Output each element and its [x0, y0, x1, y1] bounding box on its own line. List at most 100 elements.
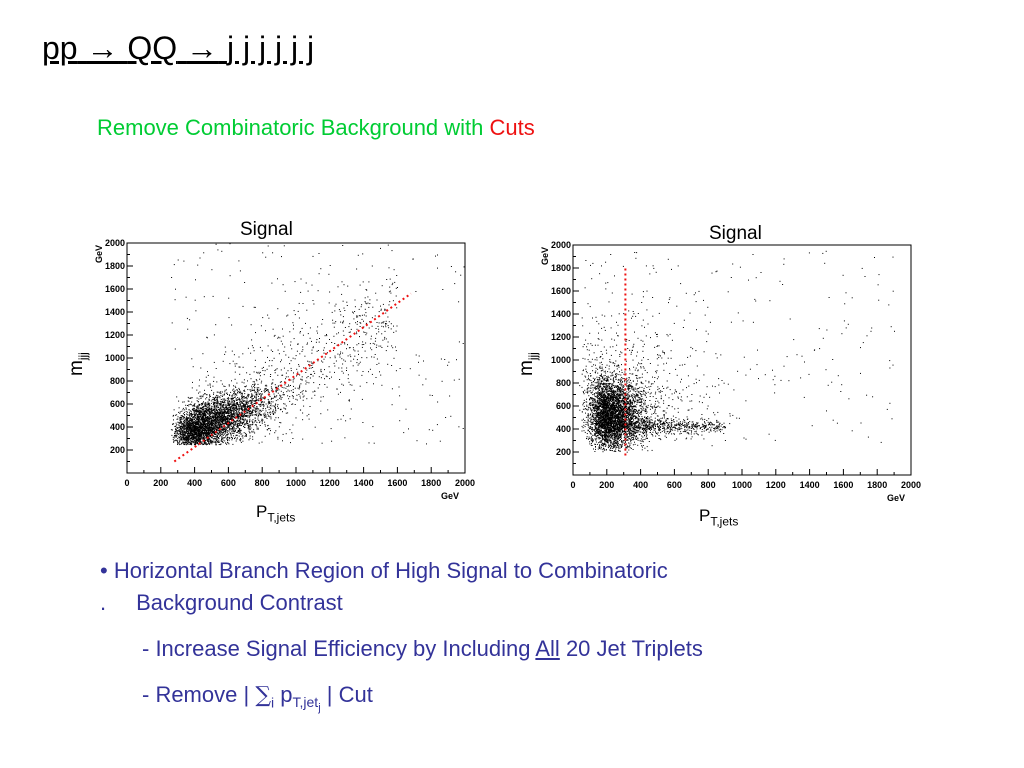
scatter-point	[375, 346, 377, 348]
scatter-point	[260, 409, 262, 411]
scatter-point	[201, 411, 203, 413]
scatter-point	[337, 393, 339, 395]
scatter-point	[192, 418, 193, 420]
scatter-point	[179, 432, 181, 434]
scatter-point	[463, 266, 465, 268]
scatter-point	[230, 414, 232, 416]
scatter-point	[196, 421, 198, 423]
scatter-point	[201, 408, 203, 410]
scatter-point	[194, 436, 195, 438]
scatter-point	[185, 437, 187, 439]
scatter-point	[201, 420, 203, 422]
scatter-point	[227, 440, 228, 441]
scatter-point	[227, 408, 229, 410]
scatter-point	[221, 440, 222, 442]
scatter-point	[172, 436, 174, 438]
scatter-point	[193, 431, 195, 433]
scatter-point	[277, 385, 279, 387]
scatter-point	[384, 336, 386, 338]
scatter-point	[232, 408, 234, 410]
scatter-point	[205, 417, 207, 419]
scatter-point	[187, 434, 189, 436]
scatter-point	[187, 419, 188, 420]
scatter-point	[198, 423, 200, 425]
scatter-point	[259, 371, 261, 373]
scatter-point	[373, 442, 375, 444]
scatter-point	[192, 413, 194, 415]
scatter-point	[250, 411, 252, 413]
scatter-point	[269, 360, 271, 362]
scatter-point	[208, 438, 210, 440]
scatter-point	[302, 399, 304, 401]
scatter-point	[299, 332, 301, 334]
scatter-point	[196, 437, 198, 439]
scatter-point	[194, 415, 196, 416]
scatter-point	[236, 435, 238, 436]
scatter-point	[382, 339, 384, 341]
scatter-point	[223, 429, 225, 430]
scatter-point	[226, 427, 228, 429]
y-tick-label: 2000	[105, 238, 125, 248]
scatter-point	[341, 370, 343, 372]
scatter-point	[195, 436, 197, 438]
scatter-point	[311, 349, 313, 351]
scatter-point	[231, 350, 233, 352]
scatter-point	[256, 410, 258, 412]
scatter-point	[381, 333, 383, 335]
scatter-point	[219, 419, 221, 421]
scatter-point	[206, 411, 208, 413]
scatter-point	[174, 435, 176, 437]
scatter-point	[206, 442, 207, 444]
scatter-point	[204, 439, 205, 441]
scatter-point	[212, 431, 214, 433]
scatter-point	[219, 424, 221, 426]
scatter-point	[343, 307, 345, 309]
scatter-point	[269, 376, 271, 377]
scatter-point	[203, 409, 205, 411]
scatter-point	[240, 409, 242, 410]
scatter-point	[193, 423, 195, 424]
scatter-point	[207, 443, 208, 445]
scatter-point	[195, 421, 197, 423]
scatter-point	[244, 424, 246, 426]
scatter-point	[225, 427, 227, 429]
scatter-point	[233, 390, 235, 392]
scatter-point	[195, 436, 197, 438]
scatter-point	[220, 407, 222, 409]
scatter-point	[323, 347, 325, 349]
scatter-point	[223, 394, 225, 396]
scatter-point	[218, 433, 219, 435]
scatter-point	[241, 392, 243, 394]
scatter-point	[214, 434, 216, 435]
scatter-point	[388, 327, 390, 329]
scatter-point	[349, 347, 351, 349]
scatter-point	[330, 428, 332, 430]
scatter-point	[283, 394, 285, 396]
scatter-point	[350, 356, 352, 358]
scatter-point	[178, 437, 180, 439]
scatter-point	[226, 419, 227, 421]
scatter-point	[285, 378, 286, 380]
scatter-point	[387, 244, 389, 246]
scatter-point	[198, 430, 199, 432]
scatter-point	[225, 416, 227, 417]
scatter-point	[359, 385, 361, 387]
scatter-point	[386, 323, 388, 325]
scatter-point	[219, 414, 221, 416]
scatter-point	[271, 387, 273, 389]
scatter-point	[182, 426, 183, 428]
scatter-point	[238, 429, 240, 431]
scatter-point	[195, 279, 196, 281]
scatter-point	[389, 278, 391, 280]
scatter-point	[184, 409, 186, 411]
scatter-point	[203, 406, 205, 408]
scatter-point	[273, 405, 275, 407]
scatter-point	[222, 414, 223, 416]
scatter-point	[237, 408, 239, 410]
scatter-point	[240, 406, 242, 408]
scatter-point	[239, 366, 241, 368]
scatter-point	[179, 411, 181, 413]
scatter-point	[238, 406, 240, 407]
scatter-point	[176, 396, 178, 398]
scatter-point	[233, 402, 235, 404]
